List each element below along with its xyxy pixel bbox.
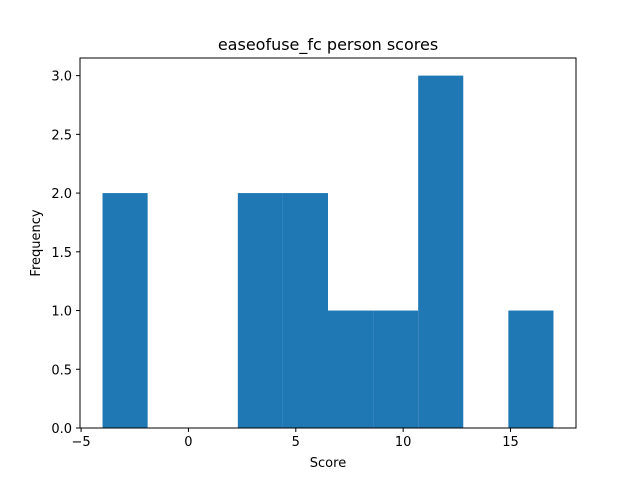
y-axis: 0.0 0.5 1.0 1.5 2.0 2.5 3.0 [51,70,80,437]
x-tick-label: 5 [292,435,300,450]
y-tick-label: 2.0 [51,187,72,202]
histogram-bar-0 [102,193,148,428]
x-tick-label: 10 [395,435,412,450]
x-axis-label: Score [310,456,346,471]
histogram-bar-4 [282,193,328,428]
x-axis: −5 0 5 10 15 [71,428,519,450]
histogram-bar-7 [418,75,464,428]
x-tick-label: 0 [184,435,192,450]
chart-title: easeofuse_fc person scores [218,35,438,55]
y-tick-label: 2.5 [51,128,72,143]
histogram-bar-5 [328,310,374,428]
bars-group [102,75,554,428]
x-tick-label: 15 [502,435,519,450]
plot-frame [79,57,577,429]
y-tick-label: 1.0 [51,305,72,320]
y-tick-label: 3.0 [51,70,72,85]
y-axis-label: Frequency [29,209,44,276]
x-tick-label: −5 [71,435,90,450]
histogram-bar-9 [508,310,554,428]
y-tick-label: 0.5 [51,363,72,378]
histogram-bar-3 [237,193,283,428]
y-tick-label: 0.0 [51,422,72,437]
y-tick-label: 1.5 [51,246,72,261]
histogram-bar-6 [373,310,419,428]
